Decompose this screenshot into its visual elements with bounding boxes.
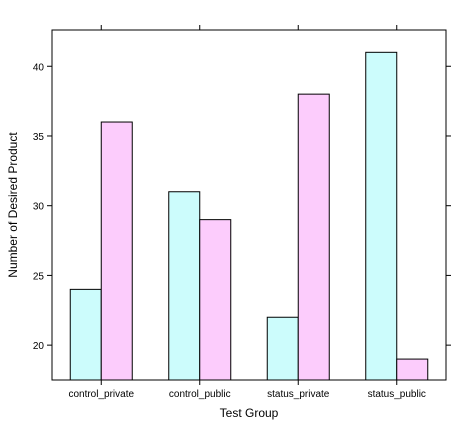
x-axis-bottom: control_private control_public status_priv… [68, 380, 426, 400]
y-tick-label-20: 20 [33, 341, 45, 352]
bar-status_public-series-1 [365, 51, 398, 381]
x-axis-top [100, 25, 398, 30]
x-tick-label-control_public: control_public [169, 389, 231, 400]
x-tick-label-control_private: control_private [68, 389, 134, 400]
y-axis-left: 20 25 30 35 40 [33, 62, 52, 352]
x-tick-label-status_private: status_private [267, 389, 330, 400]
bar-control_public-series-2 [199, 219, 232, 381]
bar-status_public-series-2 [396, 358, 429, 381]
bar-control_private-series-1 [69, 288, 102, 381]
bar-status_private-series-2 [297, 93, 330, 381]
bars-group [69, 51, 429, 381]
y-tick-label-25: 25 [33, 271, 45, 282]
y-tick-label-30: 30 [33, 202, 45, 213]
plot-frame [51, 29, 447, 381]
y-tick-label-40: 40 [33, 62, 45, 73]
bar-control_public-series-1 [168, 191, 201, 381]
y-axis-title: Number of Desired Product [6, 132, 20, 278]
x-axis-title: Test Group [220, 406, 279, 420]
bar-status_private-series-1 [266, 316, 299, 381]
x-tick-label-status_public: status_public [368, 389, 426, 400]
bar-control_private-series-2 [100, 121, 133, 381]
y-axis-right [446, 65, 451, 346]
y-tick-label-35: 35 [33, 132, 45, 143]
